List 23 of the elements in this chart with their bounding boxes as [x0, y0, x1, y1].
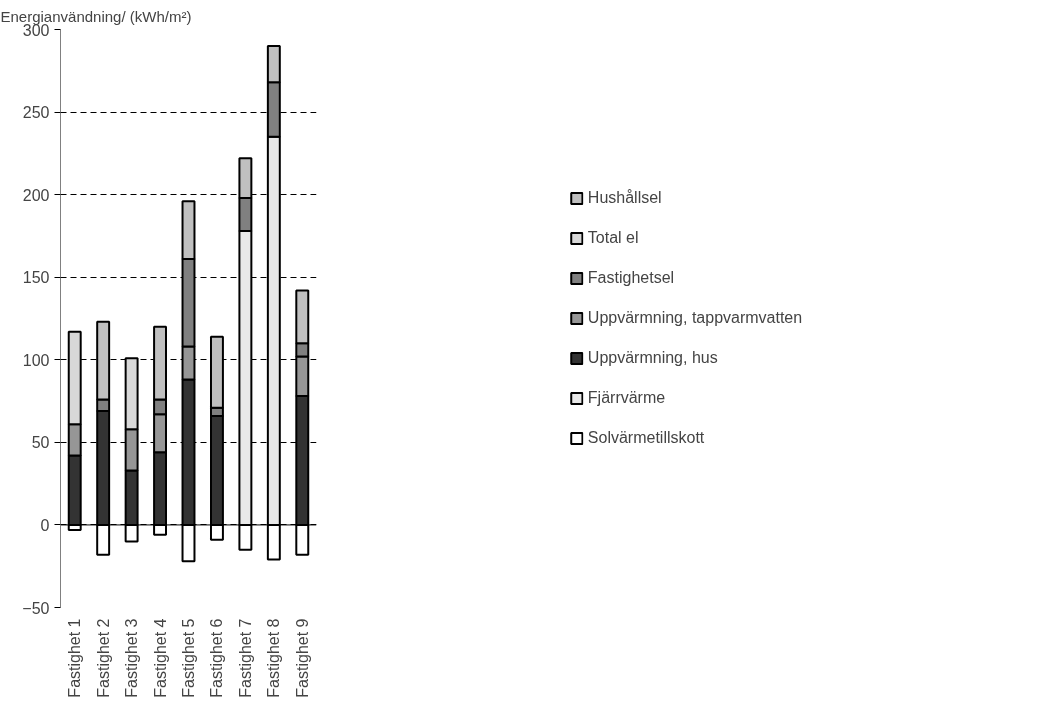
x-tick-label: Fastighet 1 — [66, 618, 84, 698]
y-tick-label: 0 — [40, 516, 50, 534]
x-tick-label: Fastighet 2 — [94, 618, 112, 698]
legend-label: Fastighetsel — [587, 269, 675, 287]
legend-label: Fjärrvärme — [587, 389, 666, 407]
x-tick-label: Fastighet 7 — [236, 618, 254, 698]
legend-label: Solvärmetillskott — [587, 429, 705, 447]
y-tick-label: 150 — [22, 269, 50, 287]
y-tick-label: 100 — [22, 351, 50, 369]
x-tick-label: Fastighet 8 — [265, 618, 283, 698]
legend-label: Uppvärmning, hus — [587, 349, 718, 367]
legend-label: Total el — [587, 229, 639, 247]
legend-label: Uppvärmning, tappvarmvatten — [587, 309, 803, 327]
x-tick-label: Fastighet 5 — [180, 618, 197, 698]
x-tick-label: Fastighet 3 — [123, 618, 141, 698]
y-tick-label: 250 — [22, 104, 50, 122]
legend-label: Hushållsel — [587, 189, 662, 207]
x-tick-label: Fastighet 4 — [151, 618, 169, 698]
y-tick-label: 50 — [31, 434, 50, 452]
x-tick-label: Fastighet 9 — [293, 618, 311, 698]
y-tick-label: −50 — [22, 599, 50, 617]
x-tick-label: Fastighet 6 — [208, 618, 226, 698]
y-tick-label: 200 — [22, 186, 50, 204]
